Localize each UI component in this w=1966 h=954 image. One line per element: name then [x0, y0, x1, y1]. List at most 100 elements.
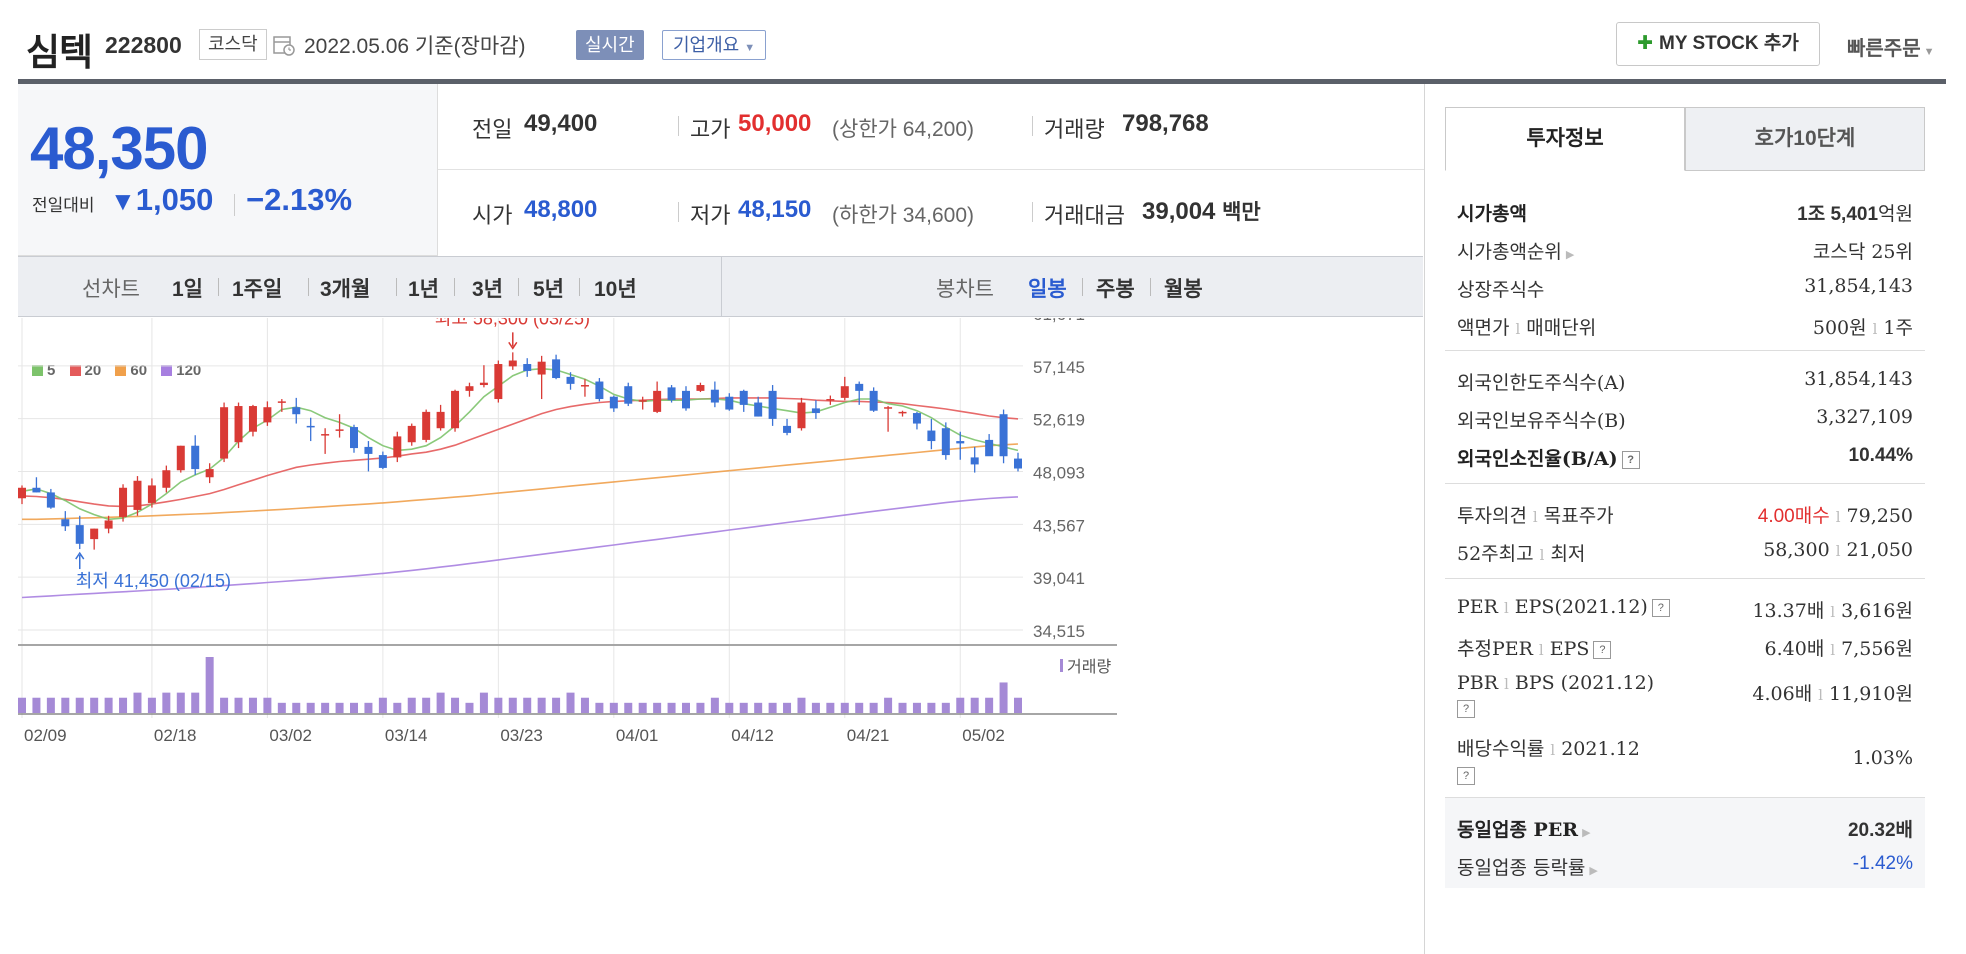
- candle-body: [335, 429, 344, 431]
- high-value: 50,000: [738, 110, 812, 137]
- volume-bar: [797, 697, 806, 713]
- sector-rate-value: -1.42%: [1852, 853, 1913, 874]
- candle-body: [653, 390, 662, 412]
- divider: [518, 278, 519, 296]
- info-row: 배당수익률 l 2021.12? 1.03%: [1445, 727, 1925, 787]
- amount-unit: 백만: [1222, 201, 1261, 224]
- volume-bar: [754, 702, 763, 713]
- tab-weekly[interactable]: 주봉: [1096, 278, 1135, 301]
- sector-per-value: 20.32배: [1847, 820, 1913, 841]
- x-tick-label: 05/02: [962, 726, 1005, 745]
- volume-bar: [321, 702, 330, 713]
- tab-5y[interactable]: 5년: [533, 278, 564, 301]
- info-row: 상장주식수 31,854,143: [1445, 268, 1925, 306]
- market-cap-rank-value: 코스닥 25위: [1812, 241, 1913, 263]
- candle-body: [768, 390, 777, 419]
- volume-bar: [884, 697, 893, 713]
- divider: [1032, 116, 1033, 136]
- per-value: 13.37배 l 3,616원: [1752, 600, 1913, 622]
- candle-body: [941, 428, 950, 456]
- candle-body: [508, 360, 517, 367]
- upper-limit: (상한가 64,200): [832, 118, 975, 141]
- x-tick-label: 04/21: [847, 726, 890, 745]
- help-icon[interactable]: ?: [1457, 700, 1475, 718]
- info-row[interactable]: 동일업종 등락률 ▶ -1.42%: [1445, 846, 1925, 884]
- info-row: PBR l BPS (2021.12)? 4.06배 l 11,910원: [1445, 665, 1925, 727]
- volume-bar: [580, 697, 589, 713]
- y-tick-label: 57,145: [1033, 358, 1085, 377]
- help-icon[interactable]: ?: [1593, 641, 1612, 659]
- volume-bar: [191, 692, 200, 713]
- x-tick-label: 02/18: [154, 726, 197, 745]
- tab-10y[interactable]: 10년: [594, 278, 637, 301]
- tab-investment-info[interactable]: 투자정보: [1445, 107, 1685, 171]
- stats-row: 시가 48,800 저가 48,150 (하한가 34,600) 거래대금 39…: [438, 170, 1424, 256]
- tab-daily[interactable]: 일봉: [1028, 278, 1067, 301]
- candle-body: [364, 446, 373, 454]
- info-row[interactable]: 시가총액순위 ▶ 코스닥 25위: [1445, 230, 1925, 268]
- tab-3m[interactable]: 3개월: [320, 278, 371, 301]
- tab-order-book[interactable]: 호가10단계: [1685, 107, 1925, 171]
- candle-body: [739, 390, 748, 405]
- volume-bar: [566, 692, 575, 713]
- ma5-line: [21, 367, 1019, 521]
- volume-bar: [162, 692, 171, 713]
- help-icon[interactable]: ?: [1457, 767, 1475, 785]
- price-stats: 전일 49,400 고가 50,000 (상한가 64,200) 거래량 798…: [437, 84, 1424, 256]
- chevron-right-icon: ▶: [1582, 826, 1591, 839]
- volume-bar: [407, 697, 416, 713]
- opinion-label: 투자의견 l 목표주가: [1457, 505, 1614, 527]
- volume-bar: [422, 697, 431, 713]
- y-tick-label: 43,567: [1033, 516, 1085, 535]
- volume-bar: [32, 697, 41, 713]
- price-change-value: 1,050: [135, 182, 214, 217]
- tab-1d[interactable]: 1일: [172, 278, 203, 301]
- candle-body: [306, 425, 315, 428]
- tab-3y[interactable]: 3년: [472, 278, 503, 301]
- y-tick-label: 48,093: [1033, 464, 1085, 483]
- divider: [579, 278, 580, 296]
- par-value-label: 액면가 l 매매단위: [1457, 317, 1597, 339]
- tab-1w[interactable]: 1주일: [232, 278, 283, 301]
- volume-bar: [451, 697, 460, 713]
- candle-body: [321, 434, 330, 436]
- volume-bar: [855, 702, 864, 713]
- company-info-dropdown[interactable]: 기업개요 ▼: [662, 30, 767, 60]
- candle-body: [176, 445, 185, 471]
- week52-value: 58,300 l 21,050: [1763, 539, 1913, 561]
- foreign-hold-label: 외국인보유주식수(B): [1457, 410, 1626, 432]
- x-tick-label: 04/01: [616, 726, 659, 745]
- quick-order-dropdown[interactable]: 빠른주문 ▼: [1847, 32, 1935, 61]
- info-row: 시가총액 1조 5,401억원: [1445, 192, 1925, 230]
- info-table: 시가총액 1조 5,401억원 시가총액순위 ▶ 코스닥 25위 상장주식수 31…: [1445, 184, 1925, 888]
- volume-bar: [898, 702, 907, 713]
- volume-bar: [739, 702, 748, 713]
- volume-label: 거래량: [1067, 658, 1111, 676]
- market-cap-rank-label: 시가총액순위 ▶: [1457, 241, 1575, 263]
- volume-bar: [985, 697, 994, 713]
- candle-body: [32, 487, 41, 493]
- base-date: 2022.05.06 기준(장마감): [304, 35, 526, 58]
- candle-chart-label: 봉차트: [936, 278, 994, 301]
- volume-bar: [696, 702, 705, 713]
- tab-monthly[interactable]: 월봉: [1164, 278, 1203, 301]
- prev-close-value: 49,400: [524, 110, 598, 137]
- divider: [218, 278, 219, 296]
- divider: [678, 202, 679, 222]
- volume-bar: [436, 692, 445, 713]
- chevron-down-icon: ▼: [1923, 46, 1935, 58]
- volume-bar: [956, 697, 965, 713]
- help-icon[interactable]: ?: [1651, 599, 1670, 617]
- realtime-button[interactable]: 실시간: [576, 30, 644, 60]
- chevron-down-icon: ▼: [744, 42, 756, 54]
- info-row[interactable]: 동일업종 PER ▶ 20.32배: [1445, 808, 1925, 846]
- candle-body: [999, 414, 1008, 457]
- candle-body: [855, 383, 864, 391]
- candle-body: [710, 389, 719, 403]
- add-my-stock-button[interactable]: ✚ MY STOCK 추가: [1616, 22, 1820, 66]
- tab-1y[interactable]: 1년: [408, 278, 439, 301]
- info-group-market-cap: 시가총액 1조 5,401억원 시가총액순위 ▶ 코스닥 25위 상장주식수 31…: [1445, 184, 1925, 351]
- price-chart[interactable]: 5 20 60 120 61,67157,14552,61948,09343,5…: [18, 318, 1423, 954]
- market-cap-value: 1조 5,401억원: [1797, 203, 1913, 225]
- help-icon[interactable]: ?: [1621, 451, 1640, 469]
